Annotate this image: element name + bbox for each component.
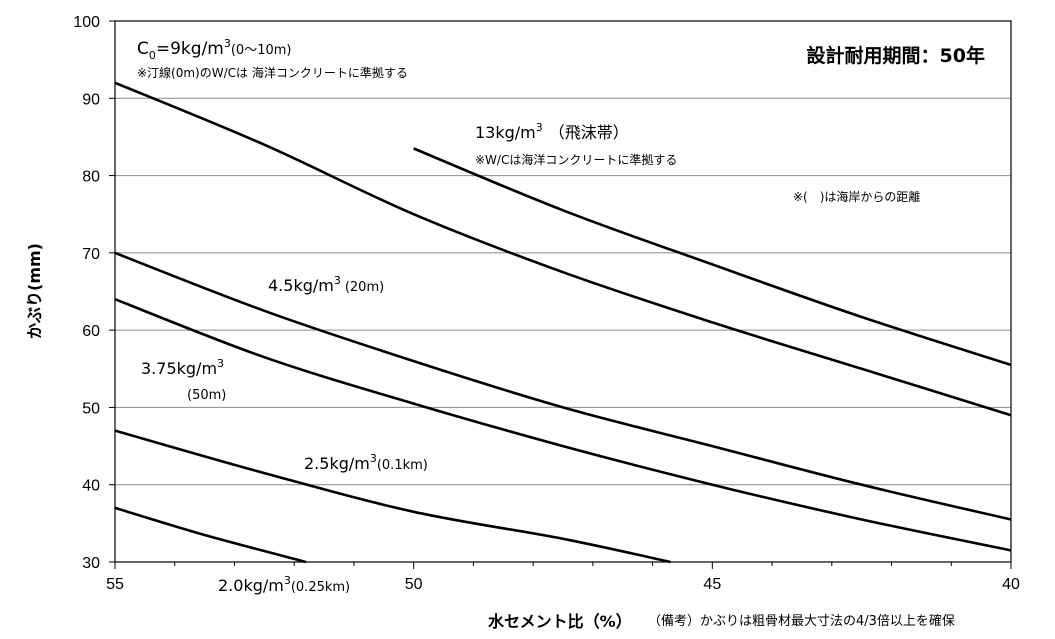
series-line-0	[114, 81, 1012, 417]
y-axis-ticks: 30 40 50 60 70 80 90 100	[73, 14, 115, 572]
x-tick-label-2: 45	[703, 576, 721, 593]
y-axis-title: かぶり(mm)	[25, 243, 44, 339]
y-tick-label-4: 70	[82, 246, 100, 263]
series-line-3	[114, 297, 1012, 552]
annotation-c0-note: ※汀線(0m)のW/Cは 海洋コンクリートに準拠する	[137, 65, 408, 80]
chart-title: 設計耐用期間：50年	[807, 44, 985, 67]
distance-note: ※( )は海岸からの距離	[793, 189, 920, 204]
y-tick-label-7: 100	[73, 14, 100, 31]
annotation-c0: C0=9kg/m3(0〜10m)	[137, 37, 291, 62]
y-tick-label-2: 50	[82, 400, 100, 417]
remark: （備考）かぶりは粗骨材最大寸法の4/3倍以上を確保	[648, 613, 955, 629]
x-tick-label-0: 55	[106, 576, 124, 593]
y-tick-label-3: 60	[82, 323, 100, 340]
annotation-2-0kg: 2.0kg/m3(0.25km)	[218, 574, 350, 595]
y-tick-label-1: 40	[82, 478, 100, 495]
y-tick-label-0: 30	[82, 555, 100, 572]
series-line-5	[114, 506, 307, 564]
x-tick-label-1: 50	[405, 576, 423, 593]
annotation-2-5kg: 2.5kg/m3(0.1km)	[304, 452, 428, 473]
series-line-4	[114, 429, 671, 564]
series-lines	[114, 81, 1012, 564]
y-tick-label-6: 90	[82, 91, 100, 108]
plot-area-frame	[114, 20, 1012, 563]
x-tick-label-3: 40	[1002, 576, 1020, 593]
y-tick-label-5: 80	[82, 169, 100, 186]
annotation-13kg-note: ※W/Cは海洋コンクリートに準拠する	[475, 152, 677, 167]
x-axis-ticks: 55 50 45 40	[106, 562, 1020, 593]
series-line-1	[413, 147, 1012, 367]
annotation-3-75kg: 3.75kg/m3	[141, 357, 224, 378]
annotation-4-5kg: 4.5kg/m3 (20m)	[268, 274, 384, 295]
annotation-3-75kg-dist: (50m)	[187, 388, 226, 403]
annotation-13kg: 13kg/m3 （飛沫帯）	[475, 121, 629, 142]
series-line-2	[114, 251, 1012, 521]
x-axis-title: 水セメント比（%）	[488, 612, 632, 631]
